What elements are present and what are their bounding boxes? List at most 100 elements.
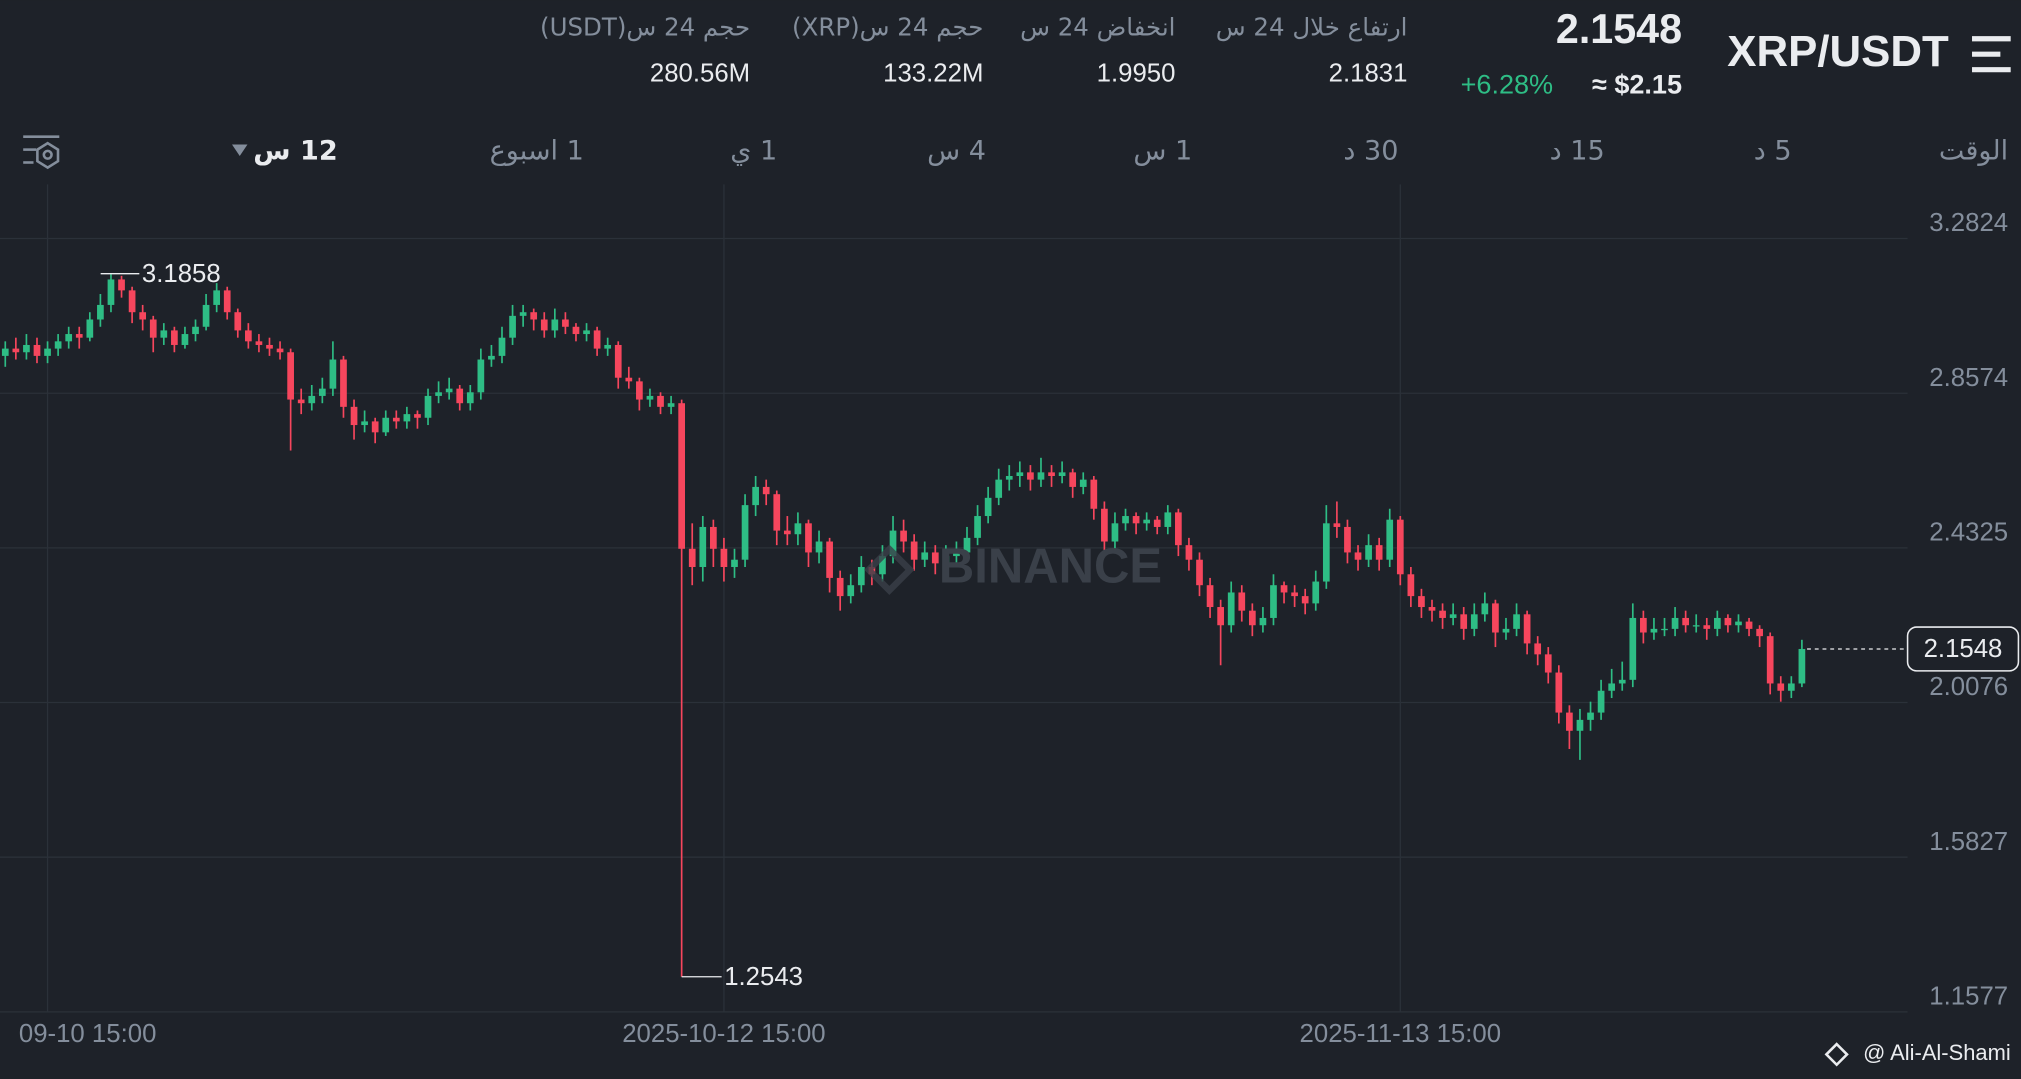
candle-body: [773, 494, 781, 531]
candle-body: [1185, 545, 1193, 560]
candle-body: [1682, 617, 1689, 626]
candle-body: [466, 392, 474, 404]
x-tick-label: 2025-10-12 15:00: [622, 1020, 825, 1048]
last-price-box: [1906, 626, 2020, 672]
candle-body: [1386, 519, 1394, 560]
candle-body: [1566, 712, 1573, 731]
settings-icon[interactable]: [23, 135, 60, 170]
candle-body: [97, 304, 104, 320]
candle-body: [1016, 472, 1024, 476]
candle-body: [1270, 585, 1277, 618]
dropdown-arrow[interactable]: [232, 144, 248, 157]
candle-body: [266, 344, 273, 349]
candle-body: [54, 341, 62, 349]
candle-body: [847, 585, 855, 597]
x-tick-label: 09-10 15:00: [19, 1020, 157, 1048]
candle-body: [1037, 472, 1045, 480]
candle-body: [1143, 519, 1151, 524]
interval-option[interactable]: 1 س: [1133, 136, 1192, 167]
pair[interactable]: XRP/USDT: [1727, 27, 1949, 76]
candle-body: [857, 566, 865, 586]
stat-label: حجم 24 س(XRP): [792, 12, 983, 41]
candle-body: [540, 319, 548, 331]
candle-body: [1587, 712, 1594, 720]
candle-body: [836, 577, 844, 597]
candle-body: [1756, 628, 1763, 637]
credit-logo: [1824, 1042, 1849, 1067]
interval-option[interactable]: 1 ي: [730, 136, 777, 167]
candle-body: [931, 552, 939, 564]
candle-body: [1671, 617, 1679, 629]
candle-body: [1703, 625, 1711, 629]
candle-body: [1248, 610, 1256, 626]
candle-body: [783, 530, 791, 535]
candle-body: [1344, 526, 1351, 553]
candle-body: [1544, 654, 1552, 673]
candle-body: [1196, 559, 1203, 586]
candle-body: [1027, 472, 1034, 480]
y-tick-label: 2.8574: [1929, 364, 2008, 392]
candle-body: [731, 559, 738, 567]
interval-option[interactable]: 15 د: [1550, 136, 1605, 167]
candle-body: [308, 395, 316, 404]
x-tick-label: 2025-11-13 15:00: [1300, 1020, 1502, 1048]
candle-body: [1777, 683, 1785, 691]
last-price-label: 2.1548: [1924, 635, 2003, 663]
candle-body: [1301, 596, 1309, 604]
candle-body: [604, 344, 612, 349]
candle-body: [1470, 614, 1478, 629]
candle-body: [435, 392, 442, 396]
interval-option: الوقت: [1939, 136, 2008, 167]
candle-body: [963, 537, 971, 553]
candle-body: [1312, 581, 1320, 604]
candle-body: [245, 330, 252, 342]
candle-body: [297, 399, 305, 404]
candle-body: [1217, 607, 1224, 626]
candle-body: [1322, 523, 1330, 582]
y-tick-label: 2.4325: [1929, 519, 2008, 547]
candle-body: [1460, 614, 1468, 629]
candle-body: [192, 326, 199, 335]
candle-body: [752, 486, 759, 506]
candle-body: [1291, 592, 1298, 597]
candle-body: [340, 359, 347, 407]
candle-body: [519, 312, 527, 316]
candle-body: [1597, 690, 1605, 713]
candle-body: [614, 344, 622, 378]
candle-body: [213, 290, 221, 305]
candle-body: [498, 337, 506, 356]
candle-body: [815, 541, 823, 553]
candle-body: [953, 552, 960, 557]
candle-body: [1502, 628, 1510, 633]
candle-body: [181, 334, 189, 345]
y-tick-label: 2.0076: [1929, 673, 2008, 701]
candle-body: [1745, 621, 1753, 629]
candle-body: [1206, 585, 1214, 608]
candle-body: [1766, 636, 1774, 684]
y-tick-label: 1.5827: [1929, 828, 2008, 856]
stat-value: 2.1831: [1329, 60, 1408, 88]
candle-body: [1280, 585, 1288, 593]
candle-body: [1132, 516, 1140, 524]
candle-body: [572, 326, 580, 335]
stat-value: 133.22M: [883, 60, 983, 88]
candle-body: [223, 290, 231, 313]
y-tick-label: 3.2824: [1929, 209, 2008, 237]
candle-body: [1, 348, 9, 356]
candle-body: [361, 421, 368, 426]
candle-body: [826, 541, 833, 578]
interval-option[interactable]: 30 د: [1343, 136, 1398, 167]
interval-option[interactable]: 12 س: [253, 136, 337, 167]
interval-option[interactable]: 5 د: [1754, 136, 1792, 167]
candle-body: [118, 279, 125, 291]
high-label: 3.1858: [142, 260, 221, 288]
candle-body: [382, 417, 390, 433]
menu-icon[interactable]: [1972, 36, 2011, 73]
interval-option[interactable]: 4 س: [927, 136, 986, 167]
candle-body: [1439, 610, 1446, 618]
candle-body: [794, 523, 802, 535]
interval-option[interactable]: 1 اسبوع: [490, 136, 584, 167]
candle-body: [1259, 617, 1267, 626]
candle-body: [657, 395, 664, 407]
candle-body: [646, 395, 654, 400]
